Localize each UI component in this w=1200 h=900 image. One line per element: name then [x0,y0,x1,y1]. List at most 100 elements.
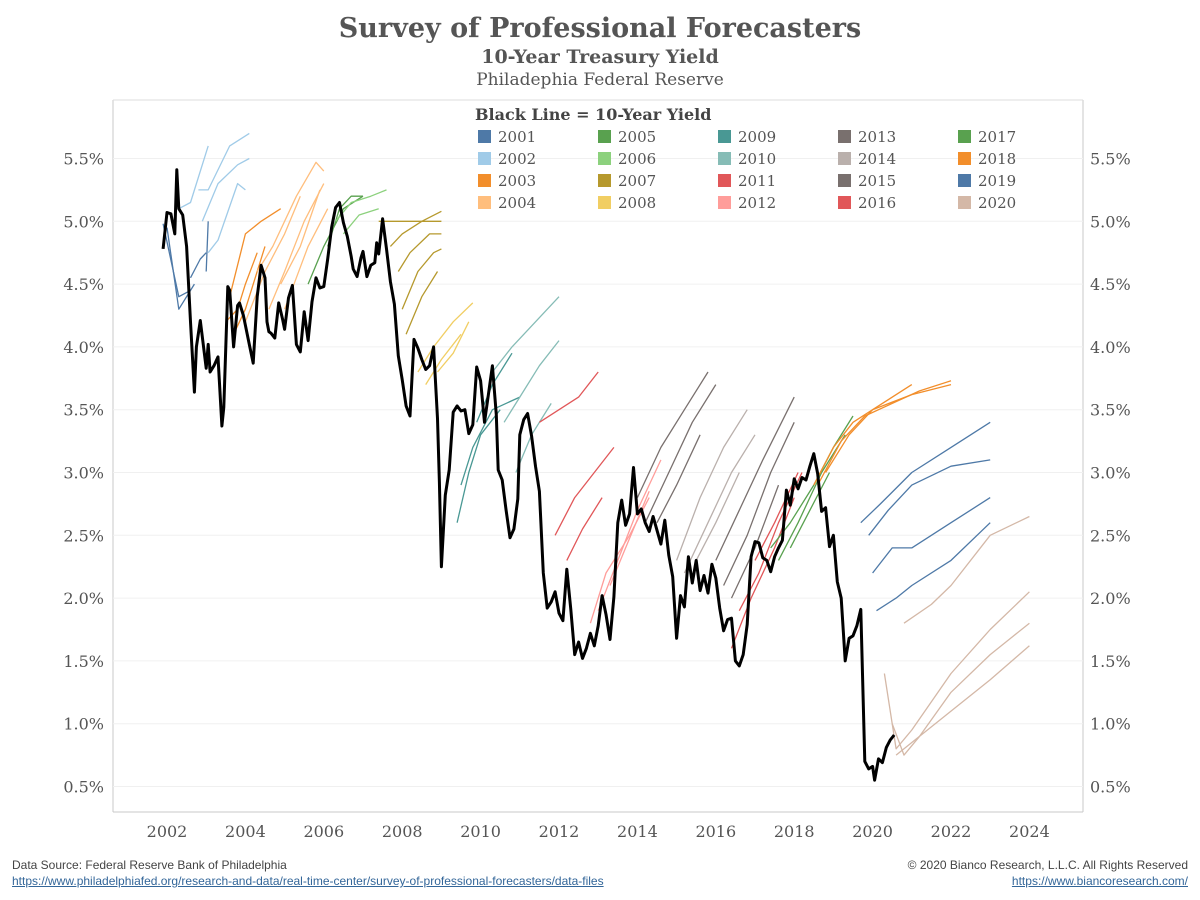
x-tick-label: 2016 [695,822,736,841]
legend-swatch [958,152,971,165]
y-tick-label: 1.5% [63,652,104,671]
forecast-line-2008 [425,333,462,385]
forecast-line-2009 [456,409,501,523]
legend-label: 2004 [498,194,536,212]
forecast-line-2004 [256,161,325,272]
x-tick-label: 2014 [617,822,658,841]
forecast-line-2001 [189,252,207,279]
y-tick-label: 1.0% [63,715,104,734]
forecast-line-2001 [205,221,209,272]
forecast-line-2010 [491,296,560,373]
y-tick-label: 3.0% [1090,464,1131,483]
y-tick-label: 4.5% [63,275,104,294]
forecast-line-2019 [860,421,991,524]
x-tick-label: 2008 [382,822,423,841]
x-tick-label: 2006 [303,822,344,841]
legend-swatch [958,174,971,187]
forecast-line-2018 [825,384,913,473]
legend-label: 2002 [498,150,536,168]
y-tick-label: 2.0% [1090,589,1131,608]
forecast-line-2017 [789,472,831,549]
y-tick-label: 3.5% [1090,401,1131,420]
forecast-line-2015 [723,422,795,586]
legend-label: 2016 [858,194,896,212]
forecast-line-2004 [268,183,325,310]
legend-swatch [958,196,971,209]
footer-copyright: © 2020 Bianco Research, L.L.C. All Right… [908,857,1188,889]
legend-label: 2006 [618,150,656,168]
forecast-line-2014 [695,472,740,561]
legend-swatch [838,130,851,143]
legend-label: 2009 [738,128,776,146]
x-tick-label: 2024 [1009,822,1050,841]
legend-label: 2017 [978,128,1016,146]
y-tick-label: 1.5% [1090,652,1131,671]
legend-swatch [478,174,491,187]
forecast-line-2020 [903,515,1030,624]
legend-swatch [718,174,731,187]
data-source-link[interactable]: https://www.philadelphiafed.org/research… [12,874,604,888]
legend-label: 2011 [738,172,776,190]
legend-label: 2005 [618,128,656,146]
forecast-line-2018 [813,383,952,486]
legend-swatch [598,174,611,187]
x-tick-label: 2020 [852,822,893,841]
forecast-line-2019 [876,522,991,612]
legend-swatch [718,130,731,143]
y-tick-label: 2.0% [63,589,104,608]
y-tick-label: 5.0% [1090,212,1131,231]
footer-source: Data Source: Federal Reserve Bank of Phi… [12,857,604,889]
y-tick-label: 4.0% [63,338,104,357]
forecast-line-2004 [280,189,321,285]
chart-title: Survey of Professional Forecasters [338,13,862,44]
legend-swatch [958,130,971,143]
forecast-line-2007 [389,210,442,247]
forecast-line-2011 [539,371,599,423]
legend-label: 2008 [618,194,656,212]
forecast-lines [162,132,1030,756]
forecast-line-2007 [405,271,439,335]
legend-label: 2012 [738,194,776,212]
y-axis-left: 0.5% 1.0% 1.5% 2.0% 2.5% 3.0% 3.5% 4.0% 4.5% 5.0%… [63,150,104,797]
forecast-line-2013 [644,384,717,523]
forecast-line-2004 [244,195,301,323]
chart-title-block: Survey of Professional Forecasters 10-Ye… [0,12,1200,92]
y-tick-label: 0.5% [63,778,104,797]
x-tick-label: 2022 [931,822,972,841]
legend-label: 2003 [498,172,536,190]
forecast-line-2003 [233,246,266,335]
forecast-line-2007 [397,233,442,272]
forecast-line-2003 [229,208,282,297]
legend-swatch [478,152,491,165]
forecast-line-2015 [730,484,780,599]
yield-line [161,168,896,782]
forecast-line-2017 [777,434,846,561]
y-tick-label: 3.0% [63,464,104,483]
plot-frame [112,99,1084,813]
forecast-line-2020 [883,591,1030,750]
y-axis-right: 0.5% 1.0% 1.5% 2.0% 2.5% 3.0% 3.5% 4.0% 4.5% 5.0%… [1090,150,1131,797]
legend-label: 2010 [738,150,776,168]
forecast-line-2001 [162,223,191,298]
forecast-line-2014 [675,409,748,561]
legend-label: 2015 [858,172,896,190]
legend-label: 2014 [858,150,896,168]
legend-swatch [478,130,491,143]
website-link[interactable]: https://www.biancoresearch.com/ [1011,874,1188,888]
forecast-line-2012 [597,459,662,611]
forecast-line-2019 [868,459,991,536]
forecast-line-2010 [503,340,560,423]
legend-label: 2019 [978,172,1016,190]
x-axis: 2002 2004 2006 2008 2010 2012 2014 2016 2018 2020… [147,822,1050,841]
y-tick-label: 4.0% [1090,338,1131,357]
legend-label: 2007 [618,172,656,190]
legend-swatch [718,196,731,209]
chart-subtitle: 10-Year Treasury Yield [481,46,719,68]
forecast-line-2015 [715,396,795,561]
chart-source-subtitle: Philadephia Federal Reserve [476,70,724,90]
forecast-line-2007 [401,248,442,310]
forecast-line-2002 [198,132,250,191]
data-source-label: Data Source: Federal Reserve Bank of Phi… [12,858,287,872]
yield-line-group [161,168,896,782]
